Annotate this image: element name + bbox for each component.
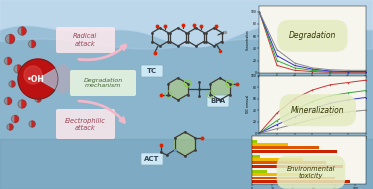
Text: BPA: BPA — [210, 98, 226, 104]
Bar — [252, 177, 335, 179]
Polygon shape — [35, 96, 38, 102]
FancyBboxPatch shape — [141, 153, 163, 165]
Polygon shape — [10, 35, 15, 43]
Polygon shape — [12, 81, 15, 87]
Bar — [252, 180, 350, 183]
Polygon shape — [15, 115, 19, 122]
Polygon shape — [10, 124, 13, 130]
Polygon shape — [24, 66, 42, 84]
X-axis label: Time (min): Time (min) — [304, 140, 320, 144]
Y-axis label: Concentration: Concentration — [246, 29, 250, 50]
Text: Degradation: Degradation — [289, 31, 336, 40]
Bar — [252, 158, 304, 161]
FancyBboxPatch shape — [141, 65, 163, 77]
Bar — [252, 173, 314, 176]
Polygon shape — [38, 64, 72, 94]
Polygon shape — [12, 115, 15, 122]
Polygon shape — [9, 81, 12, 87]
Text: ACT: ACT — [144, 156, 160, 162]
Y-axis label: TOC removal: TOC removal — [246, 95, 250, 114]
Bar — [252, 161, 326, 164]
Bar — [252, 165, 343, 168]
Polygon shape — [14, 65, 18, 73]
Polygon shape — [22, 27, 26, 35]
Text: Environmental
toxicity: Environmental toxicity — [287, 166, 335, 179]
Polygon shape — [18, 27, 22, 35]
Polygon shape — [210, 78, 229, 100]
Polygon shape — [18, 65, 22, 73]
Polygon shape — [6, 35, 10, 43]
Polygon shape — [32, 71, 35, 77]
Polygon shape — [169, 78, 188, 100]
Polygon shape — [25, 77, 28, 84]
FancyBboxPatch shape — [70, 70, 136, 96]
Polygon shape — [32, 121, 35, 127]
Polygon shape — [22, 100, 26, 108]
Polygon shape — [8, 57, 12, 64]
Polygon shape — [29, 121, 32, 127]
FancyBboxPatch shape — [207, 95, 229, 107]
Bar — [252, 170, 267, 173]
Text: •OH: •OH — [27, 74, 45, 84]
Bar — [252, 140, 257, 143]
FancyBboxPatch shape — [56, 109, 115, 139]
Polygon shape — [175, 132, 195, 156]
Bar — [252, 143, 288, 146]
Polygon shape — [18, 100, 22, 108]
Bar — [252, 146, 319, 149]
Polygon shape — [8, 98, 12, 105]
Text: TC: TC — [147, 68, 157, 74]
Polygon shape — [7, 124, 10, 130]
Bar — [252, 155, 260, 158]
Polygon shape — [18, 59, 58, 99]
Polygon shape — [4, 98, 8, 105]
Polygon shape — [35, 71, 38, 77]
Bar — [252, 150, 336, 153]
FancyBboxPatch shape — [56, 27, 115, 53]
Polygon shape — [28, 40, 32, 47]
Text: Degradation
mechanism: Degradation mechanism — [84, 78, 123, 88]
Polygon shape — [4, 57, 8, 64]
Text: Electrophilic
attack: Electrophilic attack — [65, 117, 106, 131]
Polygon shape — [28, 77, 31, 84]
Text: Radical
attack: Radical attack — [73, 33, 97, 46]
Text: Mineralization: Mineralization — [291, 106, 345, 115]
Polygon shape — [32, 40, 35, 47]
Polygon shape — [38, 96, 41, 102]
X-axis label: Time (min): Time (min) — [304, 80, 320, 84]
